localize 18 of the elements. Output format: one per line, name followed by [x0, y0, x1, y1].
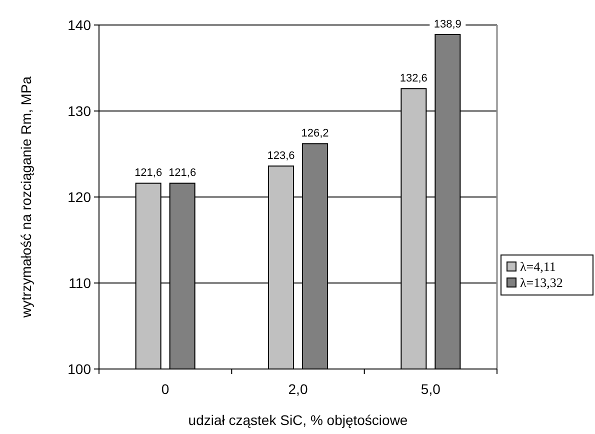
- y-tick-label: 120: [68, 189, 92, 205]
- y-tick-label: 110: [68, 275, 92, 291]
- y-tick-label: 140: [68, 17, 92, 33]
- data-label: 126,2: [301, 128, 329, 140]
- x-tick-label: 2,0: [288, 381, 308, 397]
- legend-label: λ=4,11: [520, 259, 556, 274]
- legend-label: λ=13,32: [520, 275, 563, 290]
- y-axis-title: wytrzymałość na rozciąganie Rm, MPa: [18, 76, 34, 319]
- data-label: 121,6: [134, 167, 162, 180]
- y-tick-label: 100: [68, 361, 92, 377]
- data-label: 132,6: [400, 72, 428, 85]
- y-tick-label: 130: [68, 103, 92, 119]
- data-label: 121,6: [168, 167, 196, 180]
- data-label: 138,9: [434, 18, 462, 30]
- x-tick-label: 0: [161, 381, 170, 397]
- data-label: 123,6: [267, 150, 295, 162]
- x-tick-label: 5,0: [420, 381, 441, 397]
- x-axis-title: udział cząstek SiC, % objętościowe: [188, 412, 408, 428]
